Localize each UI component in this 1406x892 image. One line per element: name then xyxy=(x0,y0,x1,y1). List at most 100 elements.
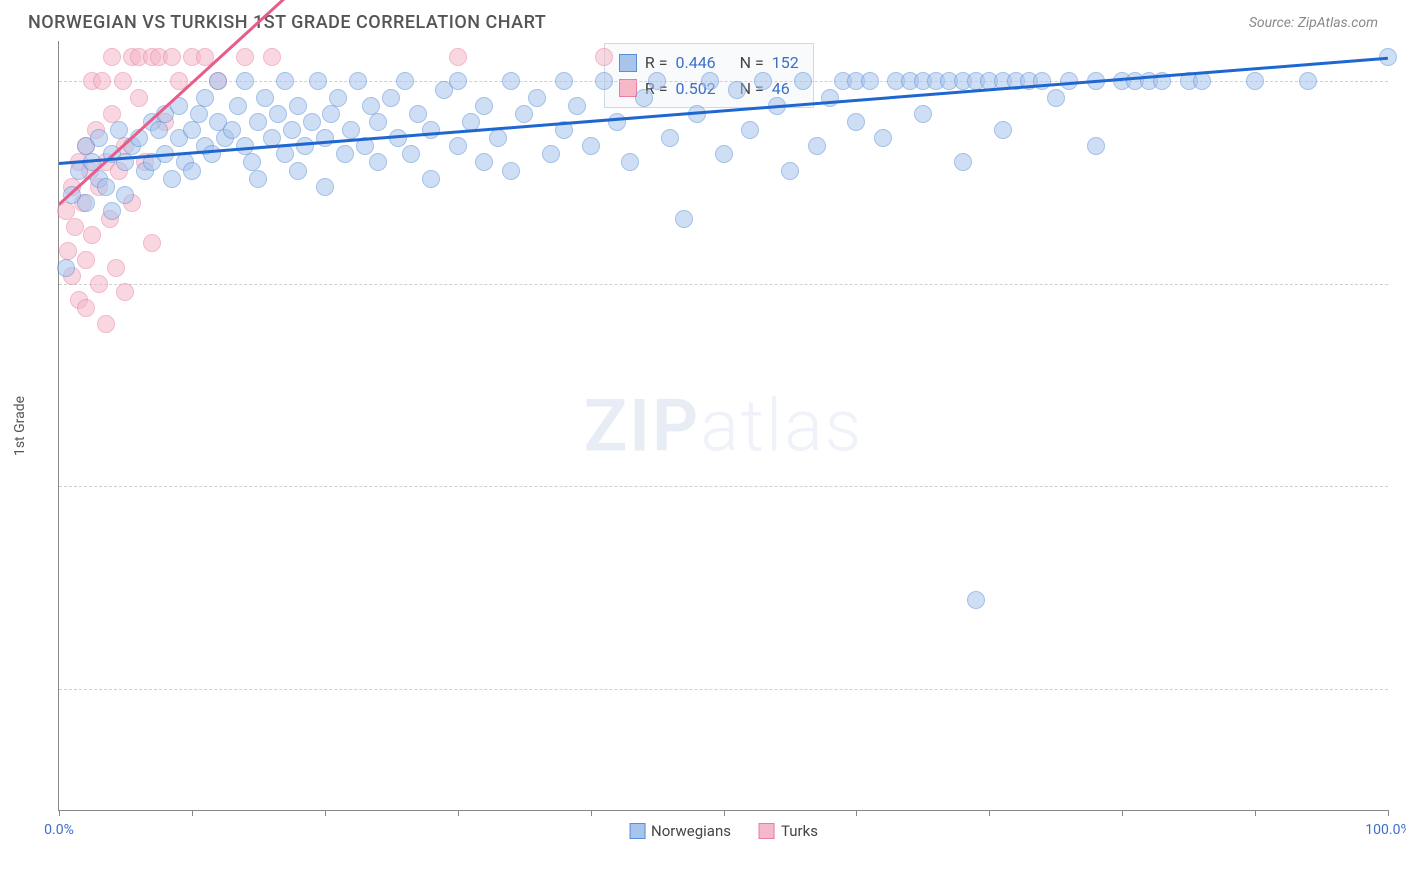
norwegian-point xyxy=(289,97,307,115)
norwegian-point xyxy=(528,89,546,107)
gridline xyxy=(59,284,1388,285)
norwegian-point xyxy=(475,97,493,115)
norwegian-point xyxy=(369,113,387,131)
norwegian-point xyxy=(369,153,387,171)
norwegian-point xyxy=(90,129,108,147)
norwegian-point xyxy=(1299,72,1317,90)
turkish-point xyxy=(116,283,134,301)
norwegian-point xyxy=(409,105,427,123)
turkish-point xyxy=(449,48,467,66)
norwegian-point xyxy=(1047,89,1065,107)
turkish-swatch-icon xyxy=(759,823,775,839)
plot-region: ZIPatlas R =0.446 N =152R =0.502 N =46 N… xyxy=(58,41,1388,811)
x-axis-min-label: 0.0% xyxy=(44,822,74,838)
norwegian-point xyxy=(608,113,626,131)
norwegian-point xyxy=(183,162,201,180)
turkish-point xyxy=(77,251,95,269)
x-tick xyxy=(989,810,990,816)
norwegian-point xyxy=(502,162,520,180)
norwegian-point xyxy=(57,259,75,277)
norwegian-point xyxy=(595,72,613,90)
x-tick xyxy=(856,810,857,816)
norwegian-point xyxy=(1087,137,1105,155)
x-tick xyxy=(724,810,725,816)
norwegian-point xyxy=(256,89,274,107)
source-attribution: Source: ZipAtlas.com xyxy=(1249,15,1378,31)
norwegian-point xyxy=(269,105,287,123)
norwegian-point xyxy=(396,72,414,90)
turkish-point xyxy=(93,72,111,90)
norwegian-swatch-icon xyxy=(629,823,645,839)
x-tick xyxy=(1388,810,1389,816)
norwegian-point xyxy=(568,97,586,115)
norwegian-point xyxy=(422,170,440,188)
norwegian-point xyxy=(874,129,892,147)
norwegian-point xyxy=(1246,72,1264,90)
norwegian-point xyxy=(635,89,653,107)
x-tick xyxy=(591,810,592,816)
norwegian-point xyxy=(97,178,115,196)
norwegian-point xyxy=(110,121,128,139)
norwegian-point xyxy=(621,153,639,171)
turkish-point xyxy=(83,226,101,244)
legend-label: Norwegians xyxy=(651,822,731,840)
norwegian-point xyxy=(861,72,879,90)
norwegian-point xyxy=(715,145,733,163)
x-tick xyxy=(1122,810,1123,816)
norwegian-point xyxy=(402,145,420,163)
norwegian-point xyxy=(296,137,314,155)
norwegian-point xyxy=(209,72,227,90)
norwegian-point xyxy=(422,121,440,139)
norwegian-point xyxy=(303,113,321,131)
norwegian-point xyxy=(223,121,241,139)
norwegian-point xyxy=(582,137,600,155)
legend-item-norwegian: Norwegians xyxy=(629,822,731,840)
norwegian-point xyxy=(309,72,327,90)
norwegian-point xyxy=(116,186,134,204)
norwegian-point xyxy=(349,72,367,90)
norwegian-point xyxy=(329,89,347,107)
x-axis-max-label: 100.0% xyxy=(1365,822,1406,838)
norwegian-point xyxy=(322,105,340,123)
watermark: ZIPatlas xyxy=(584,383,864,468)
norwegian-point xyxy=(1193,72,1211,90)
turkish-point xyxy=(90,275,108,293)
x-tick xyxy=(192,810,193,816)
turkish-point xyxy=(97,315,115,333)
norwegian-point xyxy=(489,129,507,147)
x-tick xyxy=(1255,810,1256,816)
turkish-point xyxy=(595,48,613,66)
chart-title: NORWEGIAN VS TURKISH 1ST GRADE CORRELATI… xyxy=(28,12,546,33)
legend-label: Turks xyxy=(781,822,818,840)
turkish-point xyxy=(66,218,84,236)
norwegian-point xyxy=(342,121,360,139)
norwegian-point xyxy=(276,72,294,90)
norwegian-point xyxy=(249,113,267,131)
x-tick xyxy=(325,810,326,816)
norwegian-point xyxy=(196,89,214,107)
norwegian-point xyxy=(542,145,560,163)
x-tick xyxy=(59,810,60,816)
chart-area: 1st Grade ZIPatlas R =0.446 N =152R =0.5… xyxy=(58,41,1388,811)
norwegian-swatch-icon xyxy=(619,54,637,72)
turkish-point xyxy=(143,234,161,252)
norwegian-point xyxy=(150,121,168,139)
legend-item-turkish: Turks xyxy=(759,822,818,840)
x-tick xyxy=(458,810,459,816)
norwegian-point xyxy=(754,72,772,90)
turkish-point xyxy=(130,89,148,107)
turkish-point xyxy=(263,48,281,66)
norwegian-point xyxy=(701,72,719,90)
norwegian-point xyxy=(103,202,121,220)
turkish-point xyxy=(103,48,121,66)
norwegian-point xyxy=(316,178,334,196)
norwegian-point xyxy=(1033,72,1051,90)
norwegian-point xyxy=(675,210,693,228)
norwegian-point xyxy=(847,113,865,131)
norwegian-point xyxy=(808,137,826,155)
turkish-point xyxy=(163,48,181,66)
norwegian-point xyxy=(449,72,467,90)
norwegian-point xyxy=(555,72,573,90)
series-legend: Norwegians Turks xyxy=(629,822,818,840)
norwegian-point xyxy=(648,72,666,90)
